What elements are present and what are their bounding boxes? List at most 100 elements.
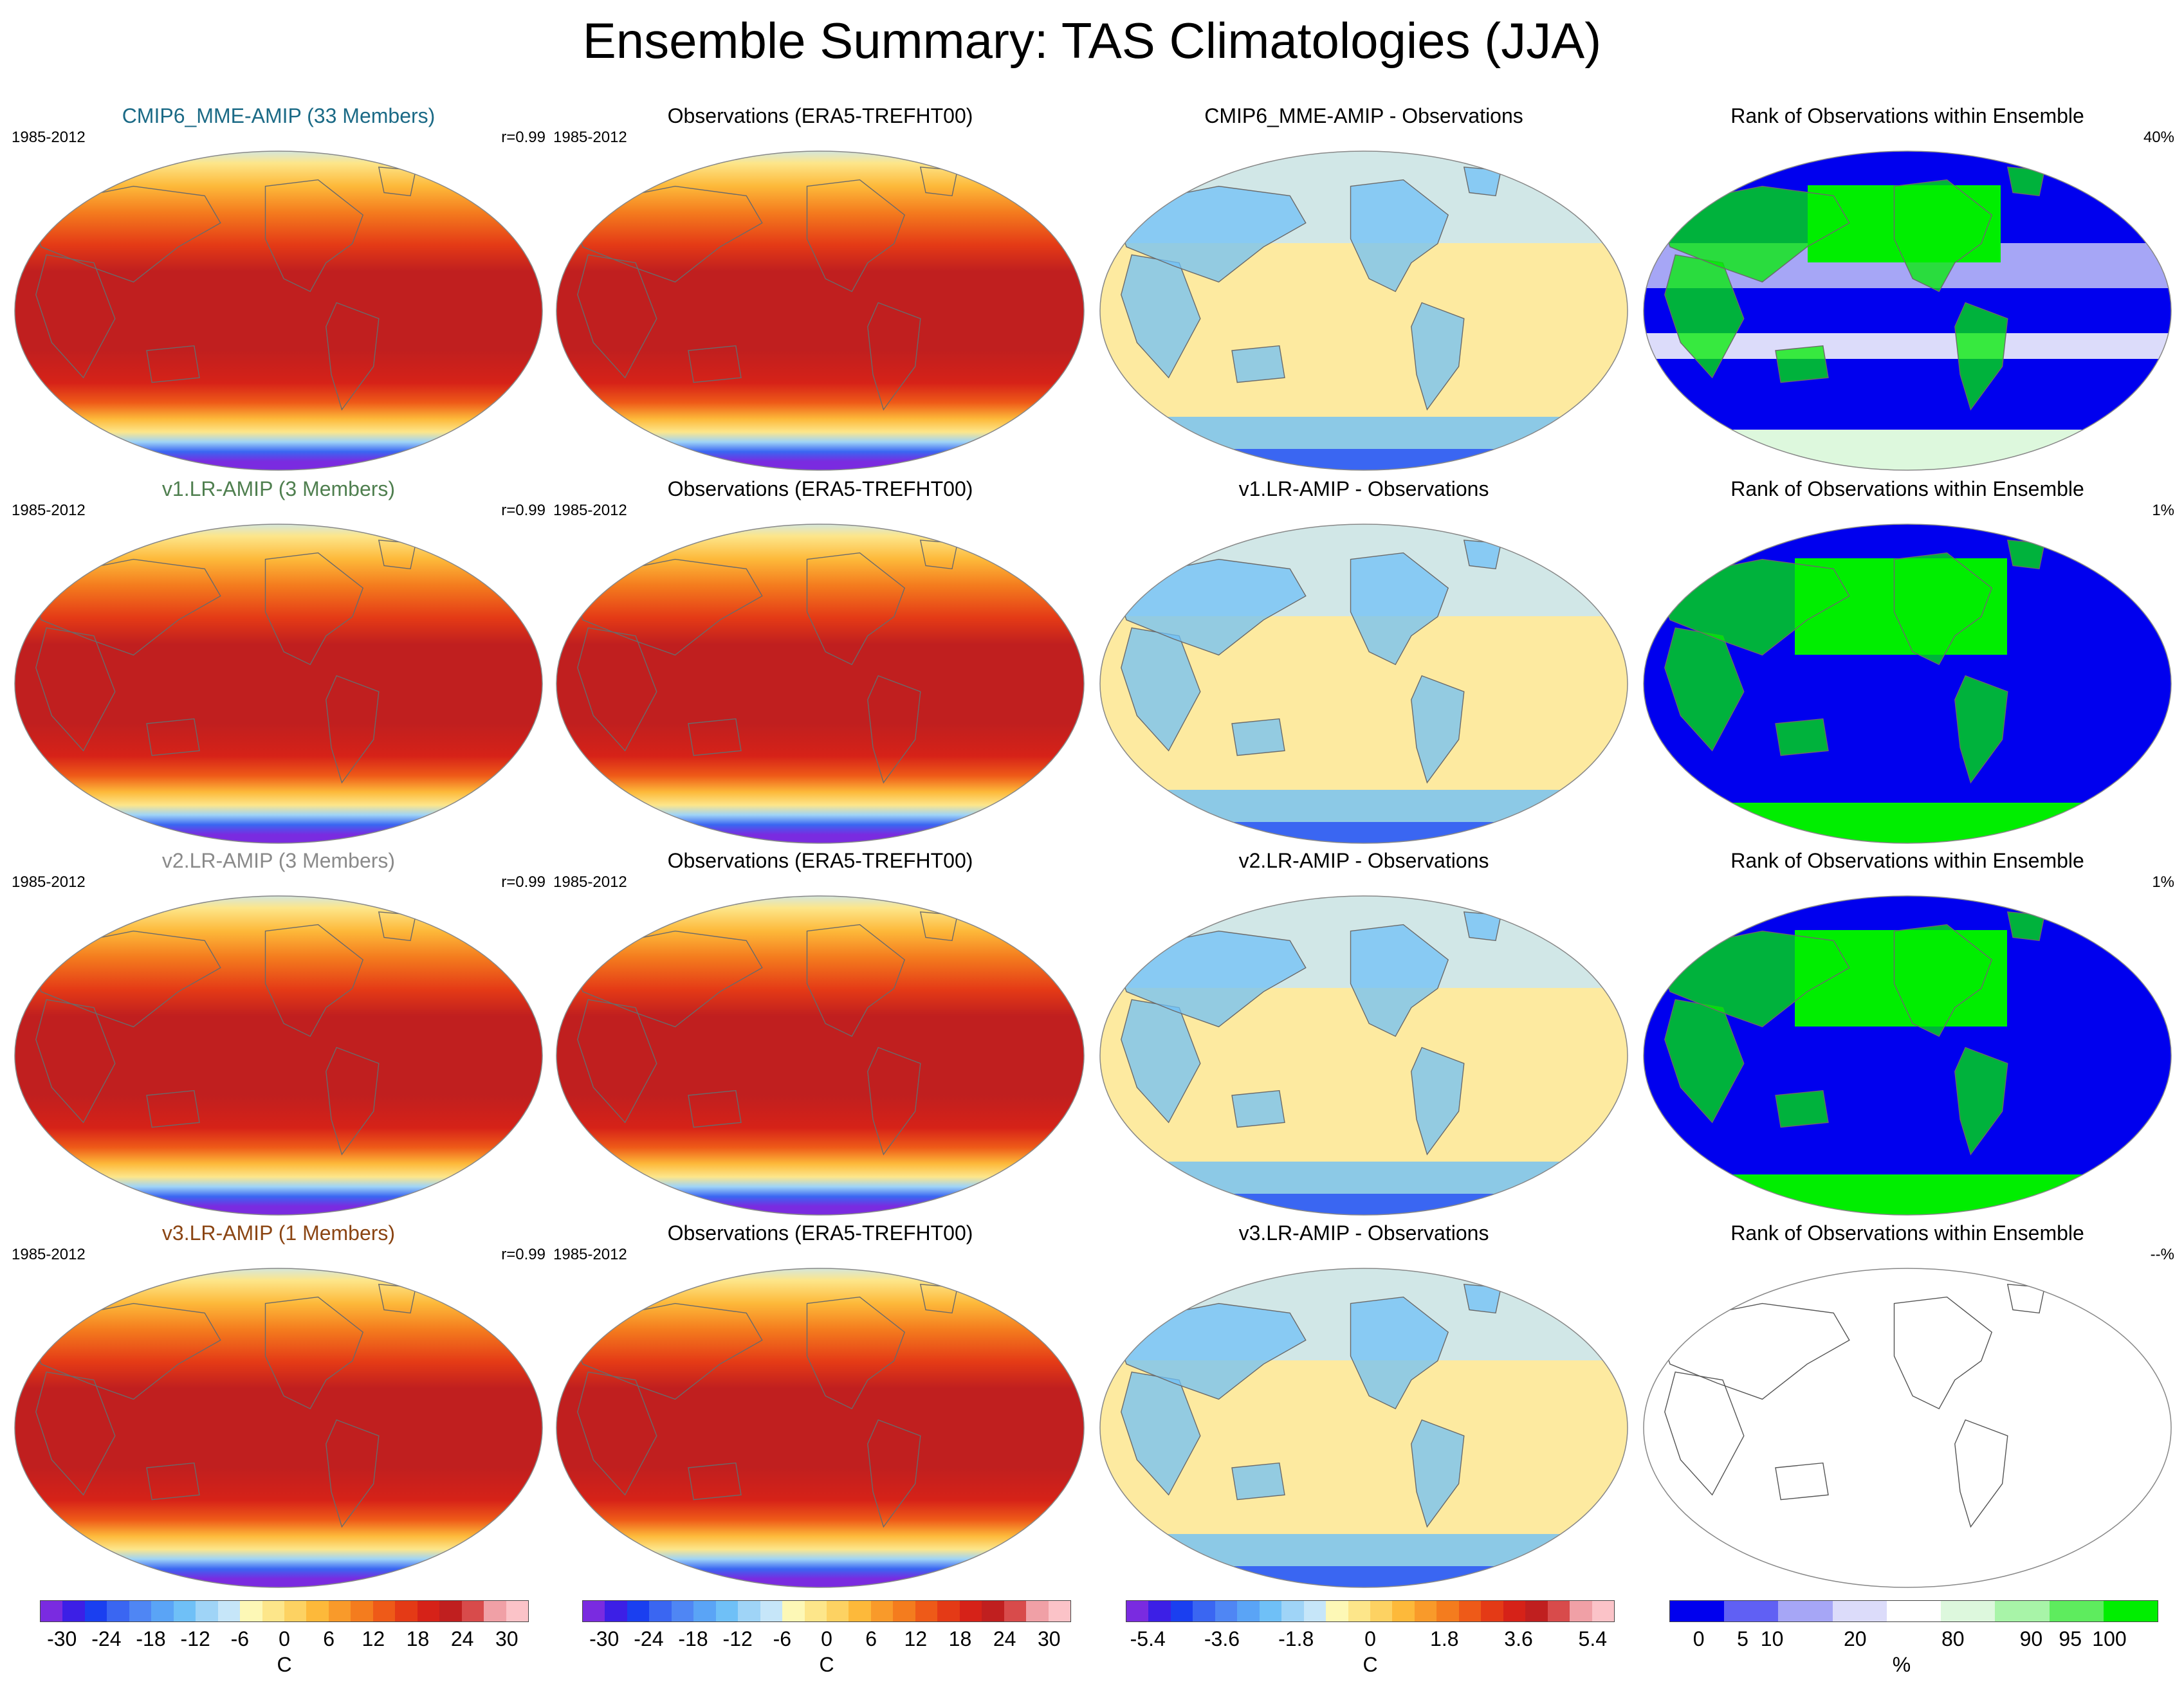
diff-panel: v2.LR-AMIP - Observations (1097, 848, 1631, 1221)
continent-north-america (1893, 179, 1993, 293)
continent-eurasia (1112, 1302, 1307, 1400)
colorbar-tick-label: 5 (1737, 1627, 1748, 1650)
rank-map (1643, 1268, 2172, 1588)
model-panel-title: v3.LR-AMIP (1 Members) (161, 1221, 396, 1245)
continent-eurasia (27, 558, 221, 656)
colorbar-swatch (439, 1601, 462, 1621)
colorbar-swatch (1148, 1601, 1171, 1621)
continent-australia (1775, 718, 1829, 756)
obs-map (556, 1268, 1085, 1588)
continent-australia (146, 1462, 200, 1501)
colorbar-tick-label: -30 (47, 1627, 77, 1650)
period-label: 1985-2012 (12, 502, 86, 519)
colorbar-tick-label: 0 (1364, 1627, 1376, 1650)
colorbar-tick-label: 12 (904, 1627, 928, 1650)
continent-australia (688, 718, 742, 756)
colorbar-swatch (417, 1601, 440, 1621)
model-map (14, 524, 543, 844)
rank-percent-label: 40% (2143, 129, 2174, 146)
continent-africa (577, 999, 657, 1124)
continent-south-america (1954, 1419, 2008, 1528)
continent-south-america (326, 302, 380, 411)
obs-panel-title: Observations (ERA5-TREFHT00) (667, 849, 973, 872)
model-panel: v1.LR-AMIP (3 Members) 1985-2012 r=0.99 (12, 476, 546, 849)
continent-australia (146, 718, 200, 756)
rank-panel: Rank of Observations within Ensemble 1% (1640, 476, 2174, 849)
continent-north-america (264, 1296, 364, 1410)
obs-panel-title: Observations (ERA5-TREFHT00) (667, 477, 973, 500)
diff-panel-title: v3.LR-AMIP - Observations (1238, 1221, 1489, 1245)
model-panel: v2.LR-AMIP (3 Members) 1985-2012 r=0.99 (12, 848, 546, 1221)
diff-panel-title: CMIP6_MME-AMIP - Observations (1204, 104, 1523, 127)
rank-map (1643, 151, 2172, 471)
continent-africa (577, 1371, 657, 1496)
continent-eurasia (1112, 185, 1307, 283)
continent-north-america (264, 552, 364, 666)
colorbar-swatch (2103, 1601, 2158, 1621)
colorbar-tick-label: 100 (2092, 1627, 2127, 1650)
continent-australia (688, 1462, 742, 1501)
colorbar-tick-label: 24 (450, 1627, 474, 1650)
period-label: 1985-2012 (12, 1246, 86, 1263)
colorbar-swatch (804, 1601, 827, 1621)
continent-south-america (867, 1046, 921, 1156)
diff-map (1099, 151, 1628, 471)
colorbar-swatch (1303, 1601, 1326, 1621)
continent-africa (35, 999, 116, 1124)
colorbar-swatch (1436, 1601, 1459, 1621)
colorbar-swatch (461, 1601, 484, 1621)
colorbar-swatch (328, 1601, 351, 1621)
colorbar-swatch (129, 1601, 152, 1621)
colorbar-swatch (1237, 1601, 1260, 1621)
colorbar-tick-label: 3.6 (1504, 1627, 1533, 1650)
rank-panel-title: Rank of Observations within Ensemble (1730, 849, 2084, 872)
colorbar-swatch (1525, 1601, 1548, 1621)
colorbar-swatch (1348, 1601, 1370, 1621)
colorbar-unit-label: % (1892, 1653, 1911, 1676)
model-panel-title: v2.LR-AMIP (3 Members) (161, 849, 396, 872)
colorbar-tick-label: -30 (589, 1627, 619, 1650)
continent-greenland (1463, 540, 1502, 570)
colorbar-tick-label: 18 (948, 1627, 972, 1650)
continent-south-america (326, 675, 380, 784)
rank-panel: Rank of Observations within Ensemble --% (1640, 1220, 2174, 1593)
continent-greenland (1463, 167, 1502, 197)
colorbar-swatch (1281, 1601, 1304, 1621)
colorbar-swatch (1392, 1601, 1415, 1621)
colorbar-swatch (1832, 1601, 1887, 1621)
rank-map (1643, 895, 2172, 1216)
colorbar-swatch (1026, 1601, 1049, 1621)
rank-panel-title: Rank of Observations within Ensemble (1730, 104, 2084, 127)
obs-panel-title: Observations (ERA5-TREFHT00) (667, 104, 973, 127)
diff-panel-title: v2.LR-AMIP - Observations (1238, 849, 1489, 872)
colorbar-swatch (715, 1601, 739, 1621)
colorbar-tick-label: -18 (678, 1627, 708, 1650)
continent-eurasia (1656, 930, 1850, 1028)
colorbar-swatch (1414, 1601, 1437, 1621)
continent-australia (1775, 1090, 1829, 1128)
colorbar-swatch (760, 1601, 783, 1621)
model-panel-title: v1.LR-AMIP (3 Members) (161, 477, 396, 500)
model-map (14, 895, 543, 1216)
colorbar-swatch (1592, 1601, 1614, 1621)
continent-north-america (1893, 924, 1993, 1037)
model-panel: CMIP6_MME-AMIP (33 Members) 1985-2012 r=0.… (12, 103, 546, 476)
continent-greenland (2006, 540, 2046, 570)
rank-percent-label: --% (2150, 1246, 2174, 1263)
colorbar-tick-label: 0 (279, 1627, 290, 1650)
colorbar-2: -5.4 -3.6 -1.8 0 1.8 3.6 5.4 C (1126, 1600, 1615, 1677)
colorbar-swatch (1004, 1601, 1027, 1621)
period-label: 1985-2012 (12, 873, 86, 891)
continent-south-america (1411, 302, 1465, 411)
continent-south-america (1411, 1046, 1465, 1156)
colorbar-swatch (959, 1601, 982, 1621)
colorbar-strip (1126, 1600, 1615, 1622)
colorbar-tick-label: -12 (180, 1627, 210, 1650)
colorbar-tick-label: 1.8 (1430, 1627, 1459, 1650)
diff-panel: v3.LR-AMIP - Observations (1097, 1220, 1631, 1593)
colorbar-tick-label: 5.4 (1578, 1627, 1608, 1650)
colorbar-tick-label: -5.4 (1130, 1627, 1166, 1650)
colorbar-swatch (1048, 1601, 1070, 1621)
continent-australia (146, 345, 200, 383)
continent-north-america (1893, 1296, 1993, 1410)
